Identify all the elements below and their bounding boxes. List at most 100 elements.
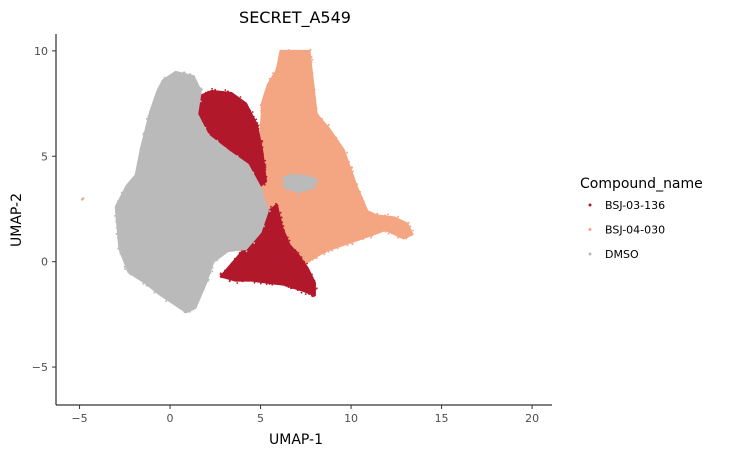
data-point: [372, 221, 375, 224]
data-point: [351, 170, 354, 173]
data-point: [294, 52, 297, 55]
data-point: [334, 153, 337, 156]
data-point: [269, 243, 272, 246]
data-point: [338, 151, 341, 154]
data-point: [302, 201, 305, 204]
data-point: [291, 141, 294, 144]
data-point: [184, 95, 187, 97]
data-point: [275, 137, 278, 140]
data-point: [222, 143, 225, 146]
data-point: [242, 152, 244, 155]
data-point: [136, 266, 139, 268]
data-point: [304, 223, 307, 226]
data-point: [312, 104, 315, 106]
data-point: [225, 115, 228, 118]
data-point: [280, 216, 283, 219]
data-point: [346, 190, 348, 193]
data-point: [295, 250, 298, 253]
data-point: [297, 172, 300, 175]
data-point: [290, 57, 293, 60]
data-point: [332, 238, 335, 241]
data-point: [230, 142, 233, 144]
data-point: [286, 233, 289, 236]
data-point: [232, 149, 235, 152]
data-point: [292, 138, 294, 141]
data-point: [342, 199, 345, 202]
data-point: [215, 212, 218, 215]
data-point: [315, 255, 318, 257]
data-point: [328, 249, 330, 252]
data-point: [321, 245, 324, 248]
data-point: [296, 192, 299, 195]
data-point: [298, 106, 300, 108]
data-point: [258, 135, 260, 138]
data-point: [322, 139, 325, 141]
data-point: [262, 173, 265, 176]
data-point: [320, 205, 323, 208]
data-point: [399, 220, 402, 223]
data-point: [263, 236, 266, 238]
data-point: [341, 228, 344, 230]
data-point: [309, 245, 312, 248]
data-point: [271, 119, 273, 122]
data-point: [322, 132, 325, 135]
data-point: [298, 261, 300, 264]
data-point: [295, 196, 298, 199]
data-point: [296, 210, 299, 213]
data-point: [201, 109, 204, 112]
data-point: [334, 203, 336, 205]
data-point: [266, 264, 269, 266]
data-point: [297, 162, 300, 165]
data-point: [304, 171, 307, 173]
data-point: [286, 125, 289, 128]
data-point: [262, 110, 264, 113]
data-point: [409, 234, 412, 237]
data-point: [294, 91, 296, 94]
data-point: [298, 268, 301, 271]
data-point: [286, 89, 289, 92]
data-point: [302, 109, 305, 112]
data-point: [263, 263, 266, 266]
data-point: [317, 203, 319, 206]
data-point: [303, 164, 305, 167]
data-point: [302, 122, 304, 124]
data-point: [333, 173, 336, 176]
data-point: [269, 90, 272, 92]
data-point: [270, 249, 273, 252]
data-point: [366, 229, 369, 232]
data-point: [310, 292, 313, 295]
data-point: [272, 206, 275, 209]
data-point: [234, 110, 237, 113]
data-point: [279, 199, 282, 202]
data-point: [302, 64, 305, 66]
data-point: [343, 183, 346, 186]
data-point: [289, 69, 292, 71]
data-point: [267, 267, 270, 270]
data-point: [347, 161, 349, 163]
data-point: [294, 211, 297, 214]
data-point: [345, 161, 348, 164]
data-point: [234, 149, 237, 152]
data-point: [213, 132, 216, 134]
data-point: [329, 162, 331, 165]
data-point: [341, 153, 344, 156]
data-point: [271, 223, 273, 226]
data-point: [274, 157, 277, 160]
data-point: [304, 54, 307, 57]
data-point: [329, 169, 332, 172]
data-point: [254, 162, 257, 165]
data-point: [320, 132, 323, 135]
data-point: [295, 57, 297, 60]
data-point: [302, 288, 305, 291]
data-point: [304, 257, 307, 260]
data-point: [256, 122, 259, 124]
data-point: [217, 128, 219, 130]
data-point: [319, 181, 322, 184]
data-point: [345, 231, 348, 233]
data-point: [247, 254, 249, 257]
data-point: [352, 231, 355, 234]
data-point: [283, 282, 286, 285]
data-point: [220, 276, 223, 278]
data-point: [281, 221, 284, 224]
data-point: [287, 55, 290, 58]
